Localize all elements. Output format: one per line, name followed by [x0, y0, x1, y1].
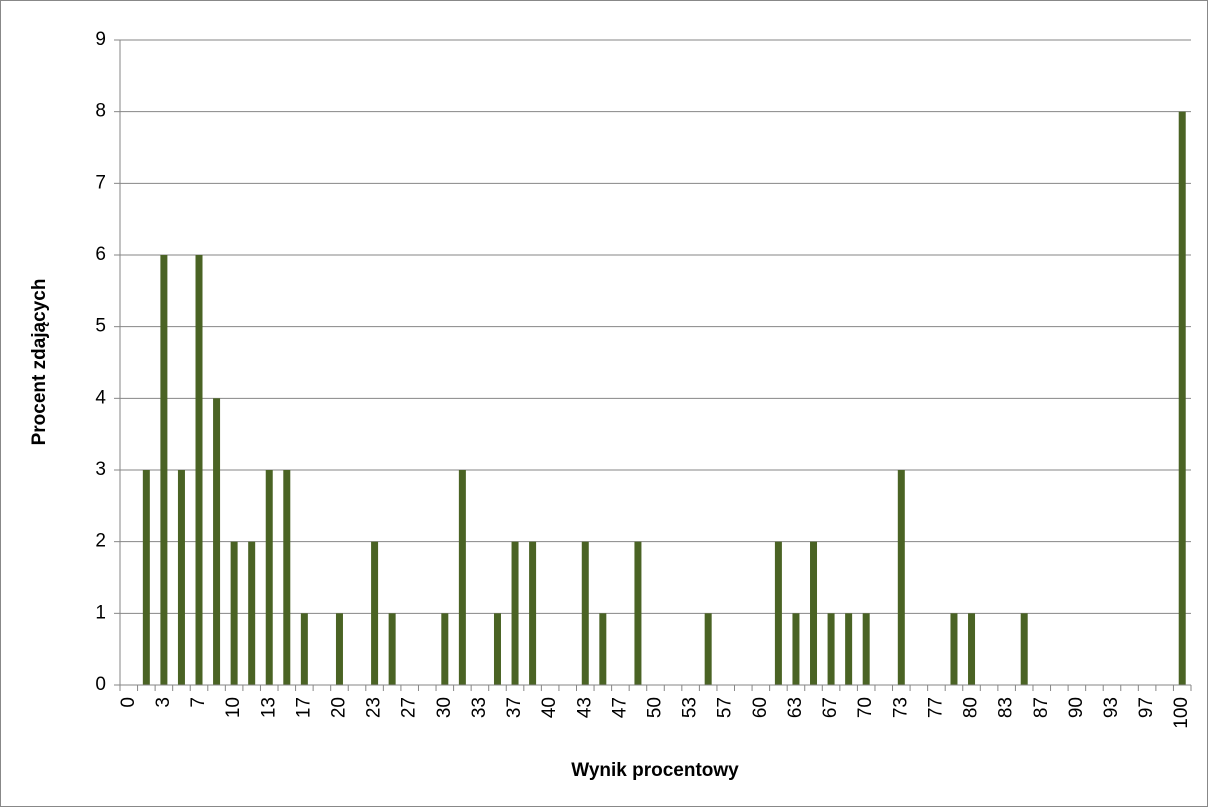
- bar: [230, 541, 238, 685]
- x-tick-label: 53: [680, 697, 701, 718]
- y-tick-label: 0: [95, 674, 106, 695]
- y-tick-label: 1: [95, 602, 106, 623]
- x-tick-label: 23: [364, 697, 385, 718]
- x-tick-label: 100: [1171, 697, 1192, 729]
- bar: [213, 398, 221, 685]
- x-tick-label: 43: [574, 697, 595, 718]
- bar: [195, 255, 203, 685]
- x-tick-label: 27: [399, 697, 420, 718]
- x-tick-label: 33: [469, 697, 490, 718]
- x-tick-label: 57: [715, 697, 736, 718]
- x-tick-label: 20: [328, 697, 349, 718]
- x-tick-label: 93: [1101, 697, 1122, 718]
- bar: [774, 541, 782, 685]
- bar: [897, 470, 905, 685]
- x-tick-label: 63: [785, 697, 806, 718]
- bar: [581, 541, 589, 685]
- x-tick-label: 60: [750, 697, 771, 718]
- bar: [862, 613, 870, 685]
- x-tick-label: 90: [1066, 697, 1087, 718]
- x-tick-label: 7: [188, 697, 209, 708]
- bar: [441, 613, 449, 685]
- x-tick-label: 50: [645, 697, 666, 718]
- x-tick-label: 0: [118, 697, 139, 708]
- bar: [160, 255, 168, 685]
- bar: [634, 541, 642, 685]
- bar: [968, 613, 976, 685]
- y-tick-label: 3: [95, 459, 106, 480]
- x-tick-label: 80: [961, 697, 982, 718]
- x-tick-label: 47: [609, 697, 630, 718]
- bar: [511, 541, 519, 685]
- x-tick-label: 30: [434, 697, 455, 718]
- bar: [1020, 613, 1028, 685]
- x-tick-label: 87: [1031, 697, 1052, 718]
- y-axis-title: Procent zdających: [29, 279, 50, 446]
- bar: [529, 541, 537, 685]
- y-tick-label: 8: [95, 101, 106, 122]
- bar: [792, 613, 800, 685]
- bar: [142, 470, 150, 685]
- bar: [845, 613, 853, 685]
- bar: [300, 613, 308, 685]
- bar: [283, 470, 291, 685]
- bar: [704, 613, 712, 685]
- bar: [1178, 111, 1186, 685]
- bar: [458, 470, 466, 685]
- bar: [810, 541, 818, 685]
- y-tick-label: 2: [95, 531, 106, 552]
- y-tick-label: 9: [95, 29, 106, 50]
- x-tick-label: 13: [258, 697, 279, 718]
- y-tick-label: 7: [95, 172, 106, 193]
- bar: [248, 541, 256, 685]
- bar: [493, 613, 501, 685]
- x-tick-label: 73: [890, 697, 911, 718]
- x-tick-label: 3: [153, 697, 174, 708]
- x-tick-label: 67: [820, 697, 841, 718]
- x-tick-label: 83: [996, 697, 1017, 718]
- x-tick-label: 17: [293, 697, 314, 718]
- bar: [388, 613, 396, 685]
- bar: [265, 470, 273, 685]
- x-tick-label: 40: [539, 697, 560, 718]
- bar: [827, 613, 835, 685]
- bar: [371, 541, 379, 685]
- y-tick-label: 6: [95, 244, 106, 265]
- bar: [335, 613, 343, 685]
- y-tick-label: 5: [95, 316, 106, 337]
- x-tick-label: 97: [1136, 697, 1157, 718]
- x-tick-label: 77: [925, 697, 946, 718]
- x-tick-label: 37: [504, 697, 525, 718]
- y-tick-label: 4: [95, 387, 106, 408]
- x-tick-label: 70: [855, 697, 876, 718]
- bar: [177, 470, 185, 685]
- x-tick-label: 10: [223, 697, 244, 718]
- bar: [599, 613, 607, 685]
- bar: [950, 613, 958, 685]
- x-axis-title: Wynik procentowy: [571, 760, 739, 781]
